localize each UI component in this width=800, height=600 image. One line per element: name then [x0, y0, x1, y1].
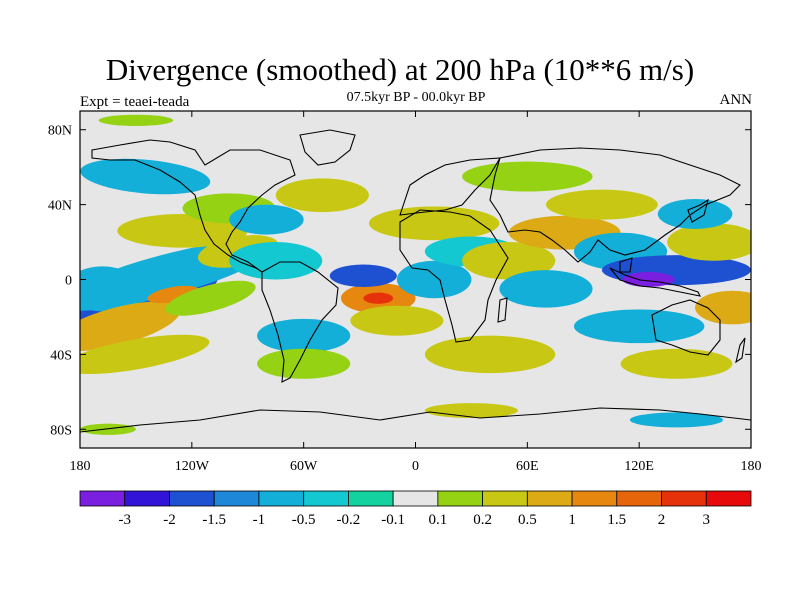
field-feature-24 — [424, 335, 556, 374]
y-tick-label-2: 0 — [65, 274, 72, 289]
field-feature-33 — [657, 198, 733, 229]
colorbar-label-7: 0.1 — [428, 512, 447, 528]
field-feature-13 — [275, 178, 369, 213]
field-feature-19 — [257, 318, 351, 353]
field-feature-26 — [499, 270, 593, 308]
x-tick-label-1: 120W — [175, 459, 210, 474]
field-feature-17 — [329, 264, 397, 287]
x-tick-label-0: 180 — [70, 459, 91, 474]
colorbar-label-6: -0.1 — [381, 512, 405, 528]
field-feature-7 — [165, 280, 256, 316]
field-feature-12 — [229, 204, 304, 235]
field-feature-20 — [257, 348, 351, 379]
field-feature-38 — [629, 412, 724, 428]
x-tick-label-2: 60W — [290, 459, 318, 474]
x-tick-label-6: 180 — [741, 459, 762, 474]
colorbar-label-1: -2 — [163, 512, 176, 528]
y-tick-label-0: 80N — [48, 124, 72, 139]
y-tick-label-3: 40S — [50, 348, 72, 363]
field-feature-22 — [396, 260, 472, 299]
x-tick-label-4: 60E — [516, 459, 539, 474]
y-tick-label-4: 80S — [50, 423, 72, 438]
colorbar-box-12 — [616, 490, 662, 507]
field-feature-32 — [667, 223, 751, 261]
colorbar-label-0: -3 — [118, 512, 131, 528]
field-feature-18 — [350, 305, 444, 336]
field-feature-31 — [622, 272, 675, 287]
colorbar-label-12: 2 — [658, 512, 666, 528]
colorbar-box-6 — [347, 490, 394, 507]
colorbar-box-7 — [392, 490, 439, 507]
y-tick-label-1: 40N — [48, 199, 72, 214]
colorbar-box-4 — [258, 490, 305, 507]
colorbar-box-14 — [705, 490, 752, 507]
colorbar-label-10: 1 — [568, 512, 576, 528]
colorbar-label-3: -1 — [253, 512, 266, 528]
field-feature-34 — [695, 290, 751, 325]
x-tick-label-3: 0 — [412, 459, 419, 474]
x-tick-label-5: 120E — [624, 459, 654, 474]
field-feature-4 — [80, 301, 181, 352]
colorbar-box-1 — [124, 490, 170, 507]
colorbar-label-13: 3 — [703, 512, 711, 528]
colorbar: -3 -2 -1.5 -1 -0.5 -0.2 -0.1 0.1 0.2 0.5 1 1.5 2 3 — [79, 490, 752, 528]
colorbar-box-9 — [482, 490, 528, 507]
field-feature-3 — [80, 266, 140, 312]
colorbar-label-8: 0.2 — [473, 512, 492, 528]
experiment-label: Expt = teaei-teada — [80, 94, 190, 110]
colorbar-label-5: -0.2 — [337, 512, 361, 528]
field-feature-14 — [229, 242, 323, 280]
field-feature-37 — [462, 161, 593, 192]
colorbar-box-2 — [169, 490, 215, 507]
colorbar-box-0 — [79, 490, 126, 507]
coastlines — [80, 129, 751, 433]
chart-title: Divergence (smoothed) at 200 hPa (10**6 … — [105, 52, 695, 87]
field-feature-25 — [462, 242, 556, 280]
colorbar-box-8 — [437, 490, 484, 507]
field-feature-6 — [80, 334, 210, 375]
colorbar-box-11 — [571, 490, 618, 507]
x-axis-ticks: 180 120W 60W 0 60E 120E 180 — [70, 111, 762, 474]
colorbar-label-4: -0.5 — [292, 512, 316, 528]
colorbar-box-13 — [661, 490, 707, 507]
field-feature-36 — [620, 348, 733, 379]
colorbar-box-5 — [303, 490, 349, 507]
field-feature-28 — [545, 189, 658, 220]
field-feature-40 — [98, 114, 174, 126]
field-feature-39 — [424, 403, 519, 419]
colorbar-box-3 — [213, 490, 260, 507]
colorbar-box-10 — [526, 490, 573, 507]
colorbar-label-11: 1.5 — [607, 512, 626, 528]
colorbar-label-9: 0.5 — [518, 512, 537, 528]
field-feature-35 — [573, 309, 705, 344]
divergence-field — [80, 114, 751, 435]
colorbar-label-2: -1.5 — [202, 512, 226, 528]
field-feature-10 — [80, 158, 211, 195]
chart-subtitle: 07.5kyr BP - 00.0kyr BP — [346, 90, 486, 105]
y-axis-ticks: 80N 40N 0 40S 80S — [48, 124, 751, 438]
field-feature-16 — [363, 292, 394, 304]
season-label: ANN — [719, 92, 753, 108]
